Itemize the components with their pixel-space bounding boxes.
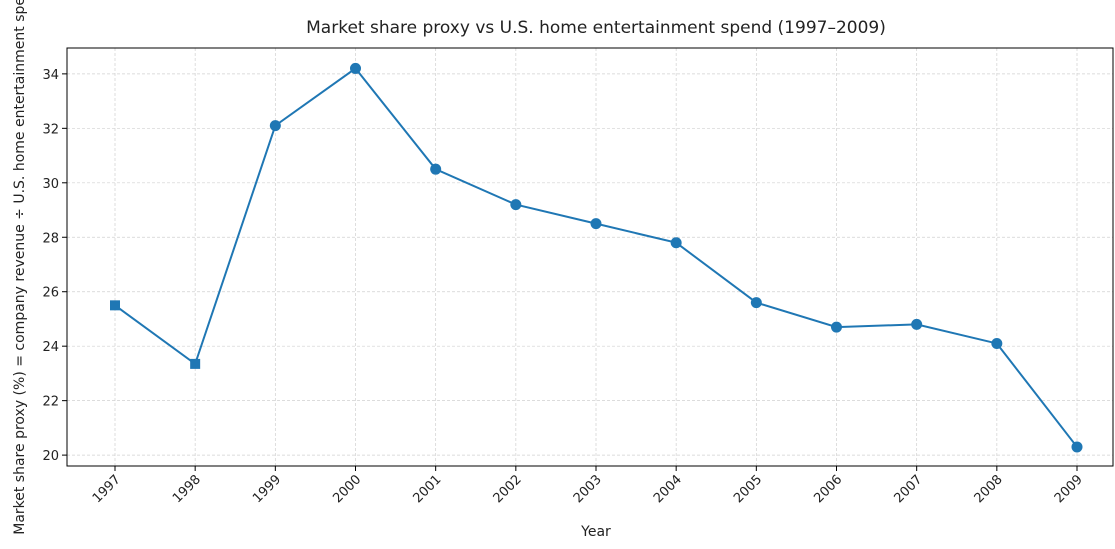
y-tick-label: 20	[42, 449, 59, 464]
plot-frame	[66, 47, 1114, 467]
x-tick-label: 1999	[250, 472, 284, 506]
y-tick-label: 28	[42, 231, 59, 246]
marker	[670, 237, 682, 249]
x-tick-label: 2009	[1052, 472, 1086, 506]
marker	[1071, 441, 1083, 453]
marker	[350, 62, 361, 74]
marker	[831, 321, 842, 333]
y-tick-label: 24	[42, 340, 59, 355]
x-axis-label: Year	[580, 524, 611, 540]
x-tick-label: 1998	[170, 472, 204, 506]
marker	[110, 300, 120, 311]
x-tick-label: 2007	[891, 472, 925, 506]
x-tick-label: 1997	[90, 472, 124, 506]
marker	[269, 120, 281, 132]
x-tick-label: 2004	[651, 472, 685, 506]
x-tick-label: 2003	[571, 472, 605, 506]
y-tick-label: 32	[42, 122, 59, 137]
x-tick-label: 2000	[330, 472, 364, 506]
y-tick-label: 22	[42, 395, 59, 410]
marker	[430, 163, 442, 175]
marker	[590, 218, 602, 230]
y-tick-label: 30	[42, 177, 59, 192]
y-tick-label: 26	[42, 286, 59, 301]
marker	[510, 199, 522, 211]
x-tick-label: 2006	[811, 472, 845, 506]
x-tick-label: 2005	[731, 472, 765, 506]
x-tick-label: 2002	[491, 472, 525, 506]
marker	[750, 297, 762, 309]
x-tick-label: 2008	[972, 472, 1006, 506]
marker	[991, 337, 1003, 349]
y-tick-label: 34	[42, 68, 59, 83]
marker	[911, 318, 923, 330]
y-axis-label: Market share proxy (%) = company revenue…	[12, 0, 28, 535]
x-tick-label: 2001	[410, 472, 444, 506]
chart-title: Market share proxy vs U.S. home entertai…	[306, 18, 886, 38]
marker	[190, 358, 201, 369]
